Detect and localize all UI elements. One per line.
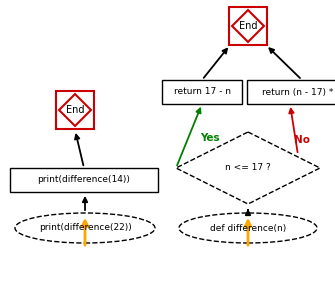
Bar [10,168,158,192]
Text: return (n - 17) * 2: return (n - 17) * 2 [262,87,335,97]
Bar [229,7,267,45]
Bar [56,91,94,129]
Bar [247,80,335,104]
Text: End: End [239,21,257,31]
Text: No: No [294,135,310,145]
Text: n <= 17 ?: n <= 17 ? [225,164,271,172]
Text: print(difference(14)): print(difference(14)) [38,176,130,185]
Text: return 17 - n: return 17 - n [174,87,230,97]
Bar [162,80,242,104]
Text: End: End [66,105,84,115]
Text: def difference(n): def difference(n) [210,224,286,233]
Text: Yes: Yes [200,133,220,143]
Text: print(difference(22)): print(difference(22)) [39,224,131,233]
